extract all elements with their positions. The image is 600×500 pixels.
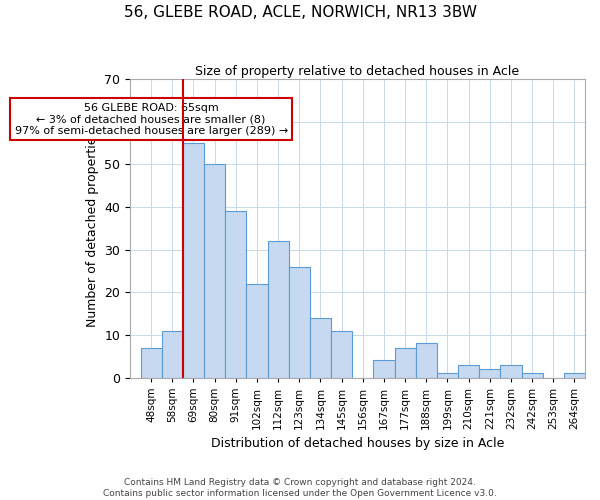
Bar [331,330,352,378]
Bar [373,360,395,378]
Bar [247,284,268,378]
Bar [162,330,183,378]
Bar [458,364,479,378]
Bar [416,344,437,378]
Bar [289,266,310,378]
Bar [183,143,204,378]
Bar [437,374,458,378]
Bar [500,364,521,378]
Bar [225,212,247,378]
Text: Contains HM Land Registry data © Crown copyright and database right 2024.
Contai: Contains HM Land Registry data © Crown c… [103,478,497,498]
X-axis label: Distribution of detached houses by size in Acle: Distribution of detached houses by size … [211,437,504,450]
Title: Size of property relative to detached houses in Acle: Size of property relative to detached ho… [196,65,520,78]
Text: 56 GLEBE ROAD: 65sqm
← 3% of detached houses are smaller (8)
97% of semi-detache: 56 GLEBE ROAD: 65sqm ← 3% of detached ho… [14,102,288,136]
Bar [395,348,416,378]
Bar [521,374,542,378]
Bar [310,318,331,378]
Bar [268,241,289,378]
Bar [479,369,500,378]
Y-axis label: Number of detached properties: Number of detached properties [86,130,99,327]
Text: 56, GLEBE ROAD, ACLE, NORWICH, NR13 3BW: 56, GLEBE ROAD, ACLE, NORWICH, NR13 3BW [124,5,476,20]
Bar [204,164,225,378]
Bar [564,374,585,378]
Bar [140,348,162,378]
